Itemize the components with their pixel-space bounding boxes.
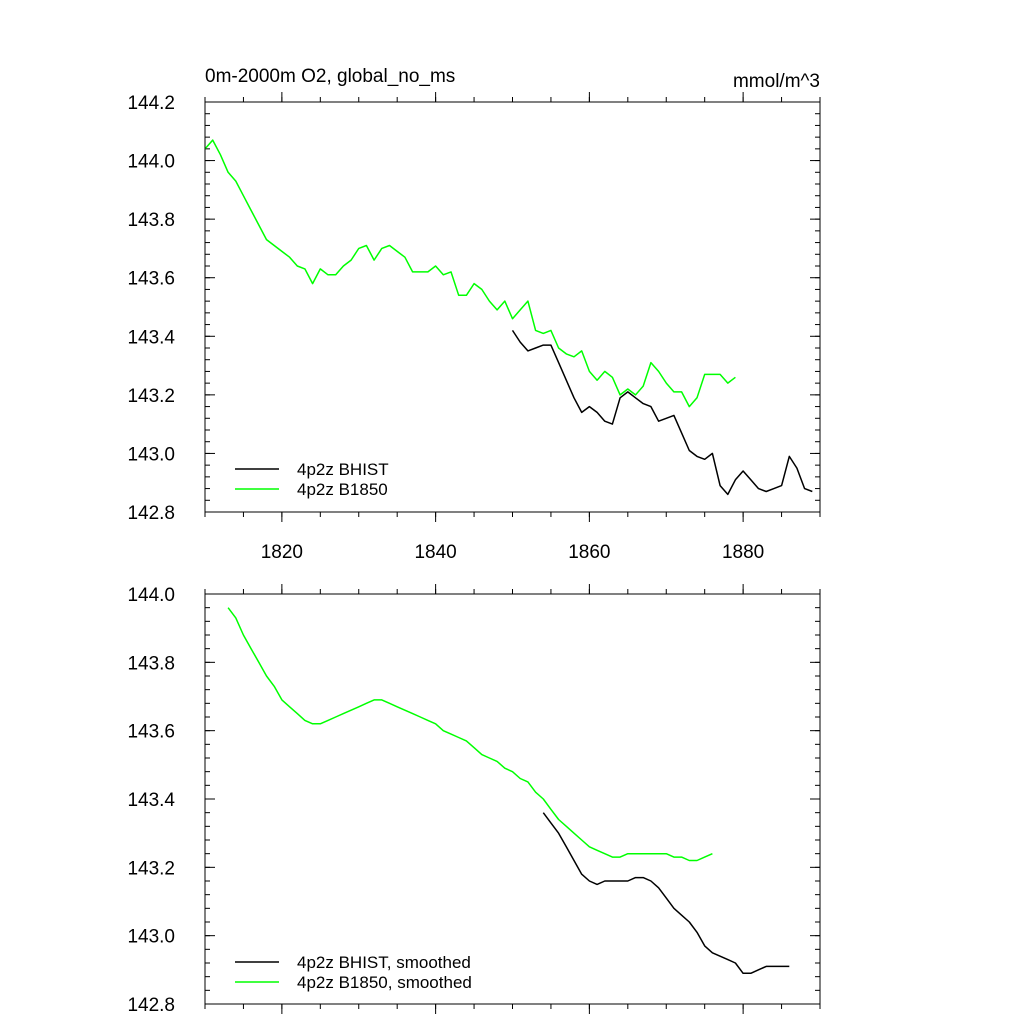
y-tick-label: 143.8 bbox=[127, 653, 175, 674]
top-axis-ticks: 142.8 143.0 143.2 143.4 143.6 143.8 144.0 144.2… bbox=[127, 92, 821, 563]
series-line-4p2z-bhist-smoothed bbox=[542, 812, 790, 975]
legend-label-b1850: 4p2z B1850 bbox=[297, 480, 388, 499]
y-tick-label: 142.8 bbox=[127, 503, 175, 524]
x-tick-label: 1840 bbox=[414, 542, 456, 563]
bottom-panel: 142.8 143.0 143.2 143.4 143.6 143.8 144.0 4p2z… bbox=[127, 584, 821, 1016]
series-line-4p2z-bhist bbox=[511, 329, 813, 496]
y-tick-label: 144.2 bbox=[127, 93, 175, 114]
top-plot-frame bbox=[204, 101, 821, 513]
y-tick-label: 143.4 bbox=[127, 790, 175, 811]
chart-title: 0m-2000m O2, global_no_ms bbox=[205, 66, 455, 87]
x-tick-label: 1860 bbox=[568, 542, 610, 563]
bottom-series-lines bbox=[227, 607, 790, 975]
x-tick-label: 1820 bbox=[261, 542, 303, 563]
y-tick-label: 142.8 bbox=[127, 995, 175, 1016]
y-tick-label: 143.8 bbox=[127, 210, 175, 231]
bottom-legend: 4p2z BHIST, smoothed 4p2z B1850, smoothe… bbox=[235, 953, 472, 992]
legend-label-bhist: 4p2z BHIST bbox=[297, 460, 389, 479]
y-tick-label: 144.0 bbox=[127, 152, 175, 173]
top-panel: 0m-2000m O2, global_no_ms mmol/m^3 142.8… bbox=[127, 66, 821, 563]
legend-label-b1850-smoothed: 4p2z B1850, smoothed bbox=[297, 973, 472, 992]
x-tick-label: 1880 bbox=[722, 542, 764, 563]
y-tick-label: 143.4 bbox=[127, 327, 175, 348]
top-legend: 4p2z BHIST 4p2z B1850 bbox=[235, 460, 389, 499]
y-tick-label: 143.0 bbox=[127, 927, 175, 948]
units-label: mmol/m^3 bbox=[733, 71, 820, 92]
y-tick-label: 144.0 bbox=[127, 585, 175, 606]
bottom-plot-frame bbox=[204, 593, 821, 1005]
legend-label-bhist-smoothed: 4p2z BHIST, smoothed bbox=[297, 953, 471, 972]
series-line-4p2z-b1850 bbox=[204, 139, 736, 408]
y-tick-label: 143.0 bbox=[127, 444, 175, 465]
y-tick-label: 143.6 bbox=[127, 269, 175, 290]
y-tick-label: 143.6 bbox=[127, 722, 175, 743]
y-tick-label: 143.2 bbox=[127, 858, 175, 879]
series-line-4p2z-b1850-smoothed bbox=[227, 607, 713, 862]
top-series-lines bbox=[204, 139, 813, 496]
bottom-axis-ticks: 142.8 143.0 143.2 143.4 143.6 143.8 144.0 bbox=[127, 584, 821, 1016]
y-tick-label: 143.2 bbox=[127, 386, 175, 407]
